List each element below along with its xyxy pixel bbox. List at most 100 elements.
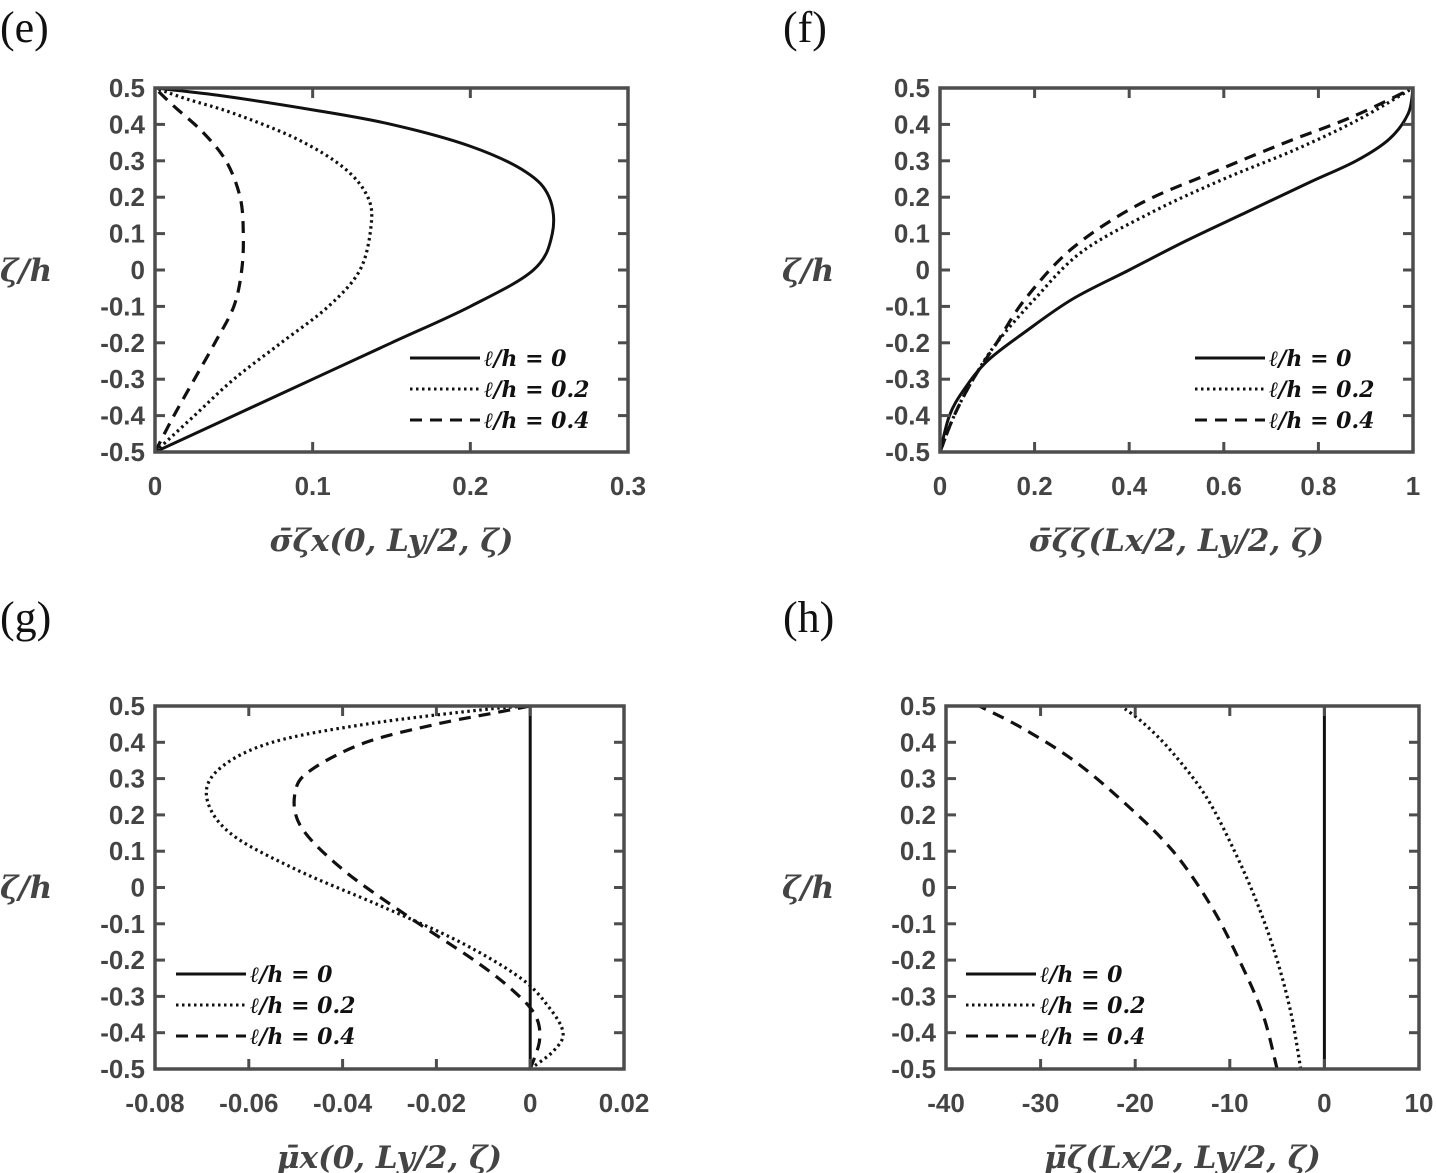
y-tick-label: 0 — [131, 255, 145, 285]
y-tick-label: 0.5 — [900, 691, 936, 721]
y-tick-label: 0 — [922, 873, 936, 903]
x-tick-label: 0.1 — [295, 471, 331, 501]
x-tick-label: -0.06 — [219, 1088, 278, 1118]
legend: ℓ/h = 0 ℓ/h = 0.2 ℓ/h = 0.4 — [410, 346, 589, 434]
y-axis-label: ζ/h — [782, 253, 834, 289]
y-tick-label: 0.2 — [900, 800, 936, 830]
legend: ℓ/h = 0 ℓ/h = 0.2 ℓ/h = 0.4 — [176, 962, 355, 1050]
x-tick-label: 0 — [523, 1088, 537, 1118]
series-line-dotted — [1120, 704, 1303, 1070]
series-line-dashed — [940, 86, 1413, 453]
x-tick-label: -0.02 — [407, 1088, 466, 1118]
series-line-dashed — [978, 704, 1279, 1070]
y-tick-label: 0.2 — [894, 182, 930, 212]
legend: ℓ/h = 0 ℓ/h = 0.2 ℓ/h = 0.4 — [966, 962, 1145, 1050]
x-axis-label: μ̄ζ(Lx/2, Ly/2, ζ) — [1044, 1140, 1321, 1173]
legend-label: ℓ/h = 0.2 — [484, 377, 589, 403]
chart-panel: (e)0.50.40.30.20.10-0.1-0.2-0.3-0.4-0.50… — [0, 3, 646, 559]
y-tick-label: -0.4 — [100, 401, 145, 431]
chart-panel: (g) 0.5 0.4 0.3 0.2 0.1 0 -0.1 -0.2 -0.3 -0.4 -0.5 -… — [0, 593, 649, 1173]
legend-label: ℓ/h = 0.4 — [484, 408, 589, 434]
y-tick-label: -0.1 — [891, 909, 936, 939]
legend-label: ℓ/h = 0 — [1269, 346, 1352, 372]
x-tick-label: 0 — [148, 471, 162, 501]
y-tick-label: -0.1 — [100, 909, 145, 939]
panel-label: (g) — [0, 593, 51, 642]
x-tick-label: 0.6 — [1206, 471, 1242, 501]
legend-label: ℓ/h = 0 — [250, 962, 333, 988]
y-tick-label: 0.2 — [109, 800, 145, 830]
plot-frame — [153, 704, 626, 1071]
plot-frame — [944, 704, 1421, 1071]
y-tick-label: -0.5 — [891, 1054, 936, 1084]
x-tick-label: 0 — [933, 471, 947, 501]
y-tick-label: 0.1 — [109, 219, 145, 249]
x-tick-label: 0.02 — [599, 1088, 650, 1118]
y-tick-label: -0.3 — [891, 981, 936, 1011]
y-tick-label: 0.3 — [109, 146, 145, 176]
x-tick-label: 0.2 — [1017, 471, 1053, 501]
y-axis-label: ζ/h — [0, 253, 52, 289]
y-tick-label: -0.3 — [885, 364, 930, 394]
y-tick-label: 0.2 — [109, 182, 145, 212]
y-tick-label: -0.5 — [100, 1054, 145, 1084]
x-tick-label: -30 — [1022, 1088, 1060, 1118]
legend-label: ℓ/h = 0.2 — [250, 993, 355, 1019]
y-tick-label: -0.2 — [100, 945, 145, 975]
x-tick-label: 0.2 — [452, 471, 488, 501]
y-tick-label: -0.1 — [100, 291, 145, 321]
x-tick-label: -40 — [927, 1088, 965, 1118]
panel-label: (h) — [783, 593, 834, 642]
series-line-dashed — [292, 704, 542, 1070]
y-tick-label: -0.1 — [885, 291, 930, 321]
x-tick-label: 0.3 — [610, 471, 646, 501]
y-tick-label: -0.2 — [100, 328, 145, 358]
y-tick-label: 0.3 — [109, 764, 145, 794]
y-tick-label: 0.3 — [900, 764, 936, 794]
y-tick-label: -0.4 — [891, 1018, 936, 1048]
x-tick-label: -10 — [1211, 1088, 1249, 1118]
legend: ℓ/h = 0 ℓ/h = 0.2 ℓ/h = 0.4 — [1195, 346, 1374, 434]
series-line-dotted — [940, 86, 1413, 453]
y-tick-label: 0 — [916, 255, 930, 285]
x-tick-label: -20 — [1116, 1088, 1154, 1118]
series-line-dashed — [155, 86, 245, 453]
y-tick-label: 0.4 — [900, 727, 937, 757]
series-line-solid — [940, 87, 1413, 453]
y-axis-label: ζ/h — [782, 870, 834, 906]
y-tick-label: 0.1 — [900, 836, 936, 866]
y-tick-label: 0.4 — [109, 727, 146, 757]
y-tick-label: -0.4 — [885, 401, 930, 431]
legend-label: ℓ/h = 0.4 — [1040, 1024, 1145, 1050]
y-tick-label: 0 — [131, 873, 145, 903]
legend-label: ℓ/h = 0.4 — [1269, 408, 1374, 434]
y-tick-label: -0.3 — [100, 364, 145, 394]
panel-label: (e) — [0, 3, 49, 52]
legend-label: ℓ/h = 0.4 — [250, 1024, 355, 1050]
x-axis-label: μ̄x(0, Ly/2, ζ) — [277, 1140, 502, 1173]
y-tick-label: 0.1 — [894, 219, 930, 249]
series-line-dotted — [155, 86, 374, 454]
x-tick-label: 10 — [1405, 1088, 1434, 1118]
y-tick-label: -0.2 — [885, 328, 930, 358]
legend-label: ℓ/h = 0 — [1040, 962, 1123, 988]
y-tick-label: 0.5 — [109, 73, 145, 103]
x-tick-label: -0.08 — [125, 1088, 184, 1118]
y-tick-label: 0.5 — [109, 691, 145, 721]
x-axis-label: σ̄ζx(0, Ly/2, ζ) — [270, 523, 514, 559]
x-tick-label: 0.4 — [1111, 471, 1148, 501]
y-tick-label: -0.5 — [100, 437, 145, 467]
y-tick-label: 0.5 — [894, 73, 930, 103]
x-tick-label: 0.8 — [1300, 471, 1336, 501]
y-axis-label: ζ/h — [0, 870, 52, 906]
legend-label: ℓ/h = 0.2 — [1269, 377, 1374, 403]
x-axis-label: σ̄ζζ(Lx/2, Ly/2, ζ) — [1029, 523, 1324, 559]
panel-label: (f) — [783, 3, 827, 52]
x-tick-label: -0.04 — [313, 1088, 373, 1118]
y-tick-label: -0.4 — [100, 1018, 145, 1048]
y-tick-label: 0.3 — [894, 146, 930, 176]
y-tick-label: 0.1 — [109, 836, 145, 866]
y-tick-label: 0.4 — [109, 109, 146, 139]
x-tick-label: 0 — [1317, 1088, 1331, 1118]
